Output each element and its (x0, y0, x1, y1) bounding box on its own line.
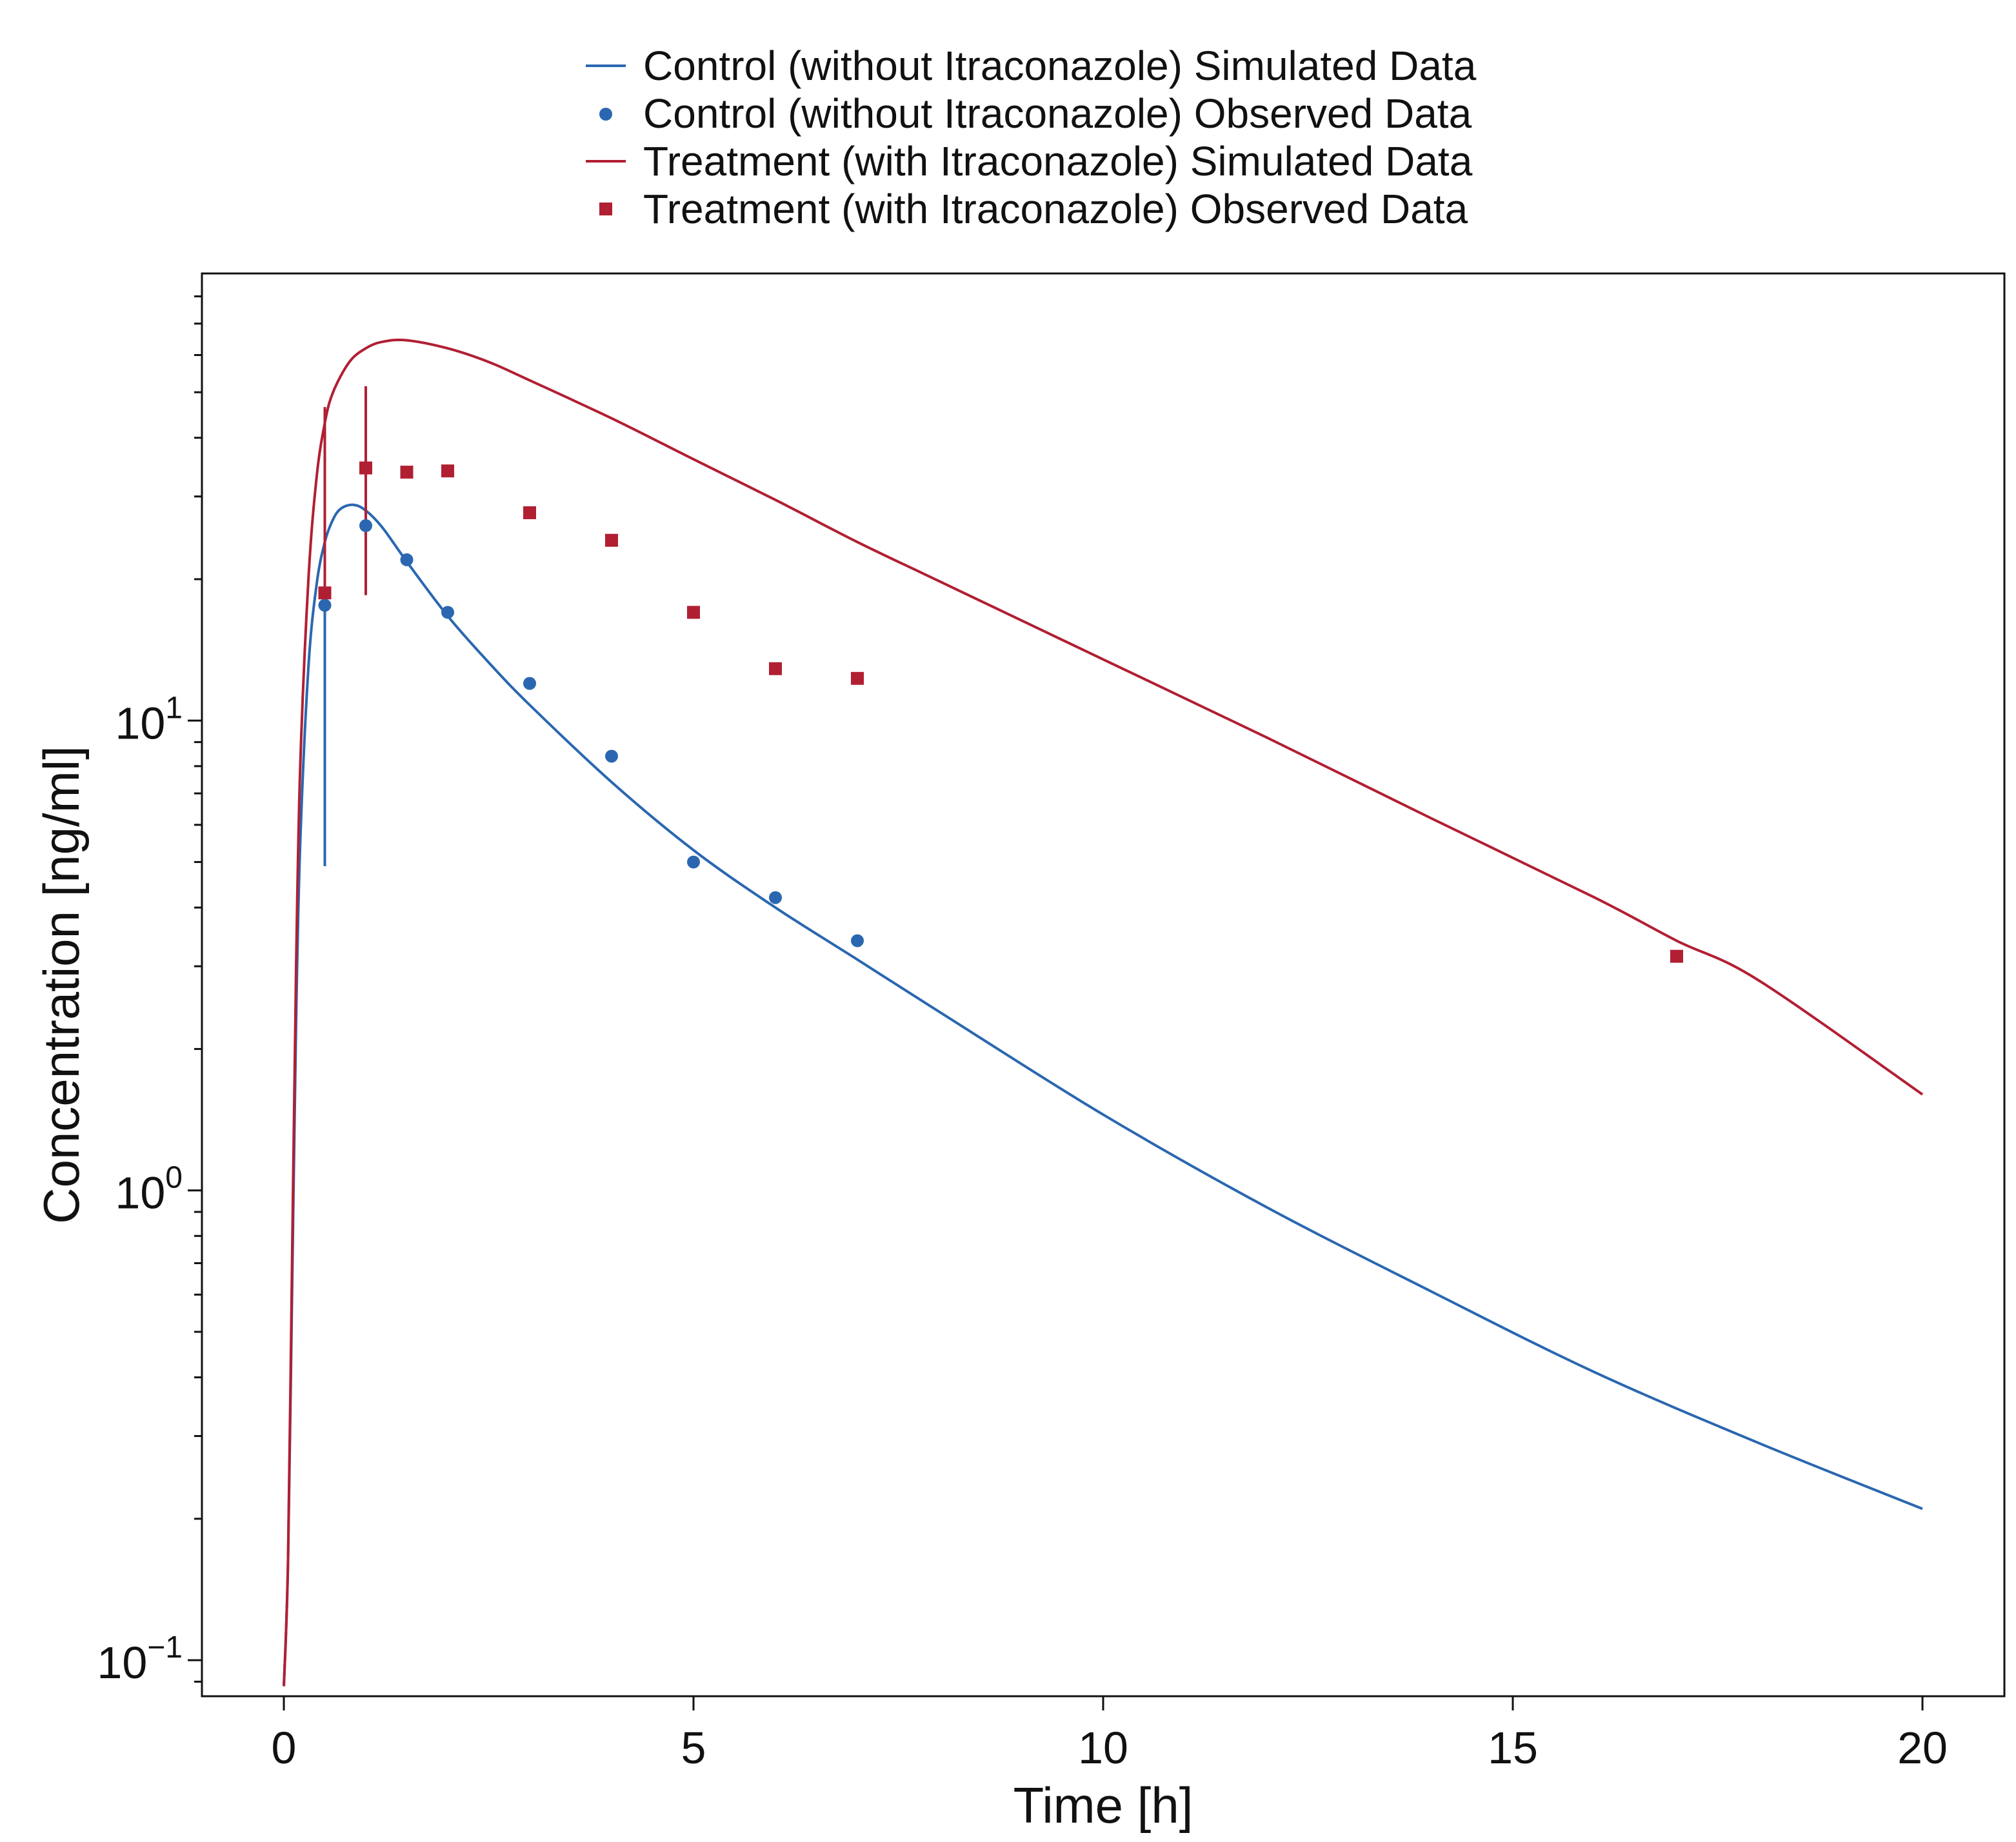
data-point-treatment-observed (359, 461, 372, 475)
data-point-control-observed (769, 891, 782, 904)
legend-item-control-simulated: Control (without Itraconazole) Simulated… (586, 43, 1477, 89)
y-tick-label: 10−1 (97, 1630, 183, 1688)
plot-border (201, 272, 2006, 1698)
plot-area (283, 338, 1924, 1687)
x-tick-label: 0 (272, 1723, 297, 1773)
y-axis-title: Concentration [ng/ml] (33, 746, 90, 1223)
data-point-treatment-observed (441, 464, 454, 478)
data-point-treatment-observed (523, 506, 536, 520)
data-point-control-observed (318, 599, 332, 612)
data-point-control-observed (400, 553, 414, 566)
data-point-treatment-observed (318, 586, 332, 600)
data-point-control-observed (687, 855, 700, 869)
y-axis: 10−1 100 101 (97, 295, 202, 1688)
legend-swatch-control-observed (599, 108, 612, 121)
x-tick-label: 20 (1897, 1723, 1948, 1773)
x-tick-label: 10 (1078, 1723, 1128, 1773)
data-point-treatment-observed (1670, 949, 1683, 963)
legend-item-treatment-simulated: Treatment (with Itraconazole) Simulated … (586, 138, 1473, 184)
data-point-control-observed (523, 677, 536, 690)
data-point-treatment-observed (687, 606, 700, 619)
legend: Control (without Itraconazole) Simulated… (586, 43, 1477, 232)
legend-swatch-treatment-observed (599, 203, 612, 215)
x-tick-label: 15 (1488, 1723, 1538, 1773)
y-tick-label: 101 (115, 691, 183, 748)
series-line-treatment-simulated (283, 338, 1924, 1687)
data-point-treatment-observed (769, 662, 782, 675)
legend-item-control-observed: Control (without Itraconazole) Observed … (599, 90, 1472, 137)
y-tick-label: 100 (115, 1161, 183, 1218)
x-axis: 0 5 10 15 20 (272, 1696, 1948, 1773)
x-axis-title: Time [h] (1013, 1777, 1193, 1834)
x-tick-label: 5 (681, 1723, 706, 1773)
data-point-control-observed (851, 934, 864, 947)
legend-label-control-simulated: Control (without Itraconazole) Simulated… (643, 43, 1477, 89)
data-point-control-observed (359, 519, 372, 533)
plot-frame (201, 272, 2006, 1698)
legend-label-treatment-observed: Treatment (with Itraconazole) Observed D… (643, 186, 1468, 232)
data-point-treatment-observed (400, 466, 414, 479)
data-point-treatment-observed (605, 533, 618, 547)
legend-label-control-observed: Control (without Itraconazole) Observed … (643, 90, 1472, 137)
data-point-control-observed (605, 749, 618, 763)
data-point-control-observed (441, 606, 454, 619)
data-point-treatment-observed (851, 671, 864, 685)
legend-label-treatment-simulated: Treatment (with Itraconazole) Simulated … (643, 138, 1473, 184)
legend-item-treatment-observed: Treatment (with Itraconazole) Observed D… (599, 186, 1468, 232)
